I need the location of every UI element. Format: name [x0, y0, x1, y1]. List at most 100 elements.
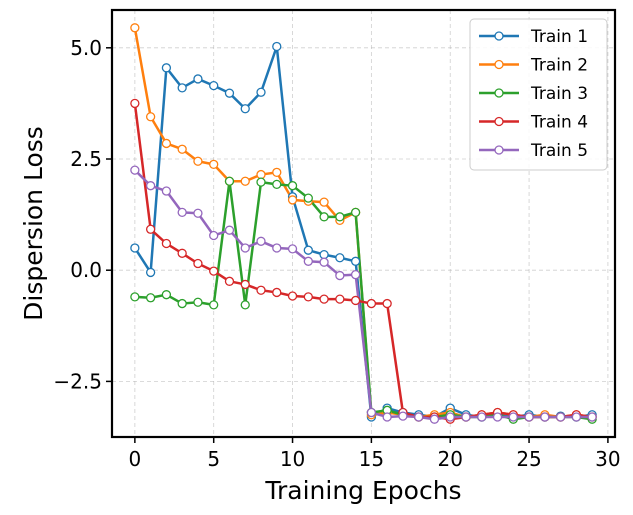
- data-point: [130, 243, 140, 253]
- data-point: [303, 193, 313, 203]
- data-point: [224, 225, 235, 235]
- data-point: [335, 294, 345, 304]
- data-point: [319, 294, 329, 304]
- legend-swatch-marker: [494, 31, 504, 41]
- x-ticks: 0 5 10 15 20 25 30: [128, 437, 621, 471]
- data-point: [350, 270, 361, 280]
- legend-item: Train 5: [479, 141, 588, 161]
- data-point: [209, 159, 219, 169]
- data-point: [193, 297, 203, 307]
- data-point: [161, 186, 172, 196]
- x-tick-label: 15: [359, 447, 384, 471]
- data-point: [398, 411, 408, 421]
- data-point: [272, 179, 282, 190]
- data-point: [240, 300, 250, 310]
- data-point: [350, 295, 361, 306]
- data-point: [287, 244, 298, 254]
- x-tick-label: 25: [516, 447, 541, 471]
- y-tick-label: 0.0: [70, 258, 102, 282]
- legend-label: Train 5: [530, 141, 588, 161]
- data-point: [335, 212, 345, 222]
- legend-item: Train 3: [479, 84, 588, 104]
- data-point: [193, 74, 203, 84]
- data-point: [335, 253, 345, 263]
- data-point: [256, 236, 266, 246]
- data-point: [287, 195, 298, 205]
- data-point: [130, 292, 140, 302]
- data-point: [366, 298, 377, 309]
- data-point: [303, 256, 313, 266]
- data-point: [303, 292, 313, 302]
- data-point: [256, 177, 266, 187]
- legend-label: Train 4: [530, 113, 588, 133]
- data-point: [382, 412, 392, 422]
- data-point: [272, 287, 282, 298]
- x-tick-label: 10: [280, 447, 305, 471]
- data-point: [177, 248, 187, 258]
- data-point: [161, 238, 172, 249]
- data-point: [240, 279, 250, 290]
- data-point: [240, 176, 250, 186]
- data-point: [256, 169, 266, 180]
- data-point: [224, 176, 235, 186]
- data-point: [319, 249, 329, 260]
- data-point: [524, 412, 534, 422]
- plot-frame: [110, 8, 617, 439]
- data-point: [335, 270, 345, 281]
- data-point: [240, 104, 250, 114]
- data-point: [193, 258, 203, 269]
- data-point: [209, 80, 219, 91]
- data-point: [240, 243, 250, 253]
- data-point: [571, 412, 582, 422]
- data-point: [145, 267, 156, 278]
- data-point: [256, 285, 266, 295]
- data-point: [161, 138, 172, 149]
- data-point: [130, 98, 140, 109]
- data-point: [224, 276, 235, 286]
- legend-swatch-marker: [494, 145, 504, 155]
- legend-label: Train 2: [530, 56, 588, 76]
- data-point: [130, 165, 140, 175]
- x-tick-label: 20: [437, 447, 462, 471]
- series-line-5: [133, 169, 593, 421]
- data-point: [414, 412, 424, 422]
- data-point: [555, 412, 566, 422]
- data-point: [256, 87, 266, 97]
- legend-item: Train 1: [479, 27, 588, 47]
- data-point: [209, 230, 219, 241]
- data-point: [429, 414, 440, 424]
- data-point: [272, 243, 282, 253]
- x-tick-label: 5: [207, 447, 220, 471]
- data-point: [287, 181, 298, 191]
- data-point: [193, 156, 203, 166]
- y-tick-label: 2.5: [70, 147, 102, 171]
- data-point: [461, 412, 471, 422]
- legend-label: Train 1: [530, 27, 588, 47]
- data-point: [145, 224, 156, 234]
- x-axis-label: Training Epochs: [264, 476, 461, 505]
- data-point: [303, 245, 313, 255]
- data-point: [445, 412, 455, 422]
- data-point: [272, 167, 282, 177]
- data-point: [492, 412, 503, 422]
- data-point: [177, 83, 187, 93]
- data-point: [177, 144, 187, 154]
- legend-box: [469, 18, 608, 171]
- data-point: [145, 293, 156, 303]
- data-point: [209, 300, 219, 310]
- data-point: [350, 207, 361, 218]
- data-point: [130, 23, 140, 33]
- legend-label: Train 3: [530, 84, 588, 104]
- data-point: [193, 208, 203, 218]
- x-tick-label: 30: [595, 447, 620, 471]
- data-point: [587, 412, 597, 422]
- legend-swatch-marker: [494, 88, 504, 98]
- legend: Train 1 Train 2 Train 3 Train 4 Train 5: [469, 18, 608, 171]
- legend-item: Train 2: [479, 56, 588, 76]
- y-tick-label: 5.0: [70, 36, 102, 60]
- y-axis-label: Dispersion Loss: [19, 126, 48, 321]
- data-point: [177, 298, 187, 309]
- series-markers: [130, 23, 597, 424]
- data-point: [508, 412, 518, 422]
